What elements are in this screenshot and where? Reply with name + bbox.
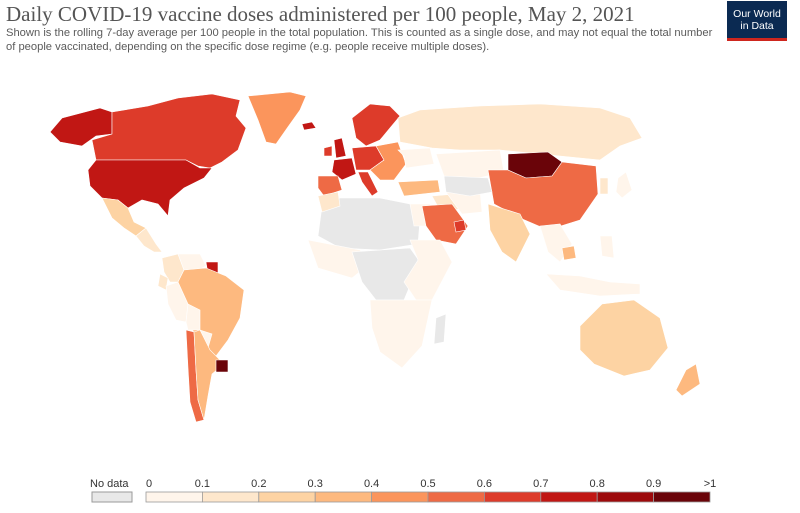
argentina[interactable] — [193, 329, 225, 421]
morocco[interactable] — [317, 191, 341, 213]
north-africa[interactable] — [317, 197, 421, 251]
alaska[interactable] — [49, 107, 113, 147]
uruguay[interactable] — [215, 359, 229, 373]
uk[interactable] — [333, 137, 347, 159]
uae[interactable] — [453, 219, 467, 233]
italy[interactable] — [357, 171, 379, 197]
bolivia[interactable] — [185, 303, 201, 331]
chart-subtitle: Shown is the rolling 7-day average per 1… — [6, 27, 713, 53]
cambodia[interactable] — [561, 245, 577, 261]
greenland[interactable] — [247, 91, 307, 145]
saudi-arabia[interactable] — [421, 203, 469, 245]
indonesia[interactable] — [545, 273, 641, 297]
usa[interactable] — [87, 159, 213, 217]
map-regions[interactable] — [49, 91, 701, 423]
korea[interactable] — [599, 177, 609, 195]
scandinavia[interactable] — [351, 103, 401, 147]
central-asia[interactable] — [443, 175, 493, 197]
eastern-europe[interactable] — [369, 141, 407, 181]
turkey[interactable] — [397, 179, 441, 197]
madagascar[interactable] — [433, 313, 447, 345]
france[interactable] — [331, 157, 357, 181]
new-zealand[interactable] — [675, 363, 701, 397]
logo-line-2: in Data — [740, 19, 774, 32]
ukraine[interactable] — [397, 147, 435, 169]
canada[interactable] — [91, 93, 247, 169]
japan[interactable] — [615, 171, 633, 199]
central-america[interactable] — [135, 227, 163, 253]
ireland[interactable] — [323, 145, 333, 157]
ecuador[interactable] — [157, 273, 169, 291]
iceland[interactable] — [301, 121, 317, 131]
southern-africa[interactable] — [369, 299, 433, 369]
chart-title: Daily COVID-19 vaccine doses administere… — [6, 2, 635, 26]
australia[interactable] — [579, 299, 669, 377]
india[interactable] — [487, 203, 531, 263]
russia[interactable] — [397, 103, 643, 161]
logo-line-1: Our World — [733, 7, 781, 20]
owid-logo[interactable]: Our World in Data — [727, 1, 787, 41]
kazakhstan[interactable] — [435, 149, 505, 181]
philippines[interactable] — [599, 235, 615, 259]
